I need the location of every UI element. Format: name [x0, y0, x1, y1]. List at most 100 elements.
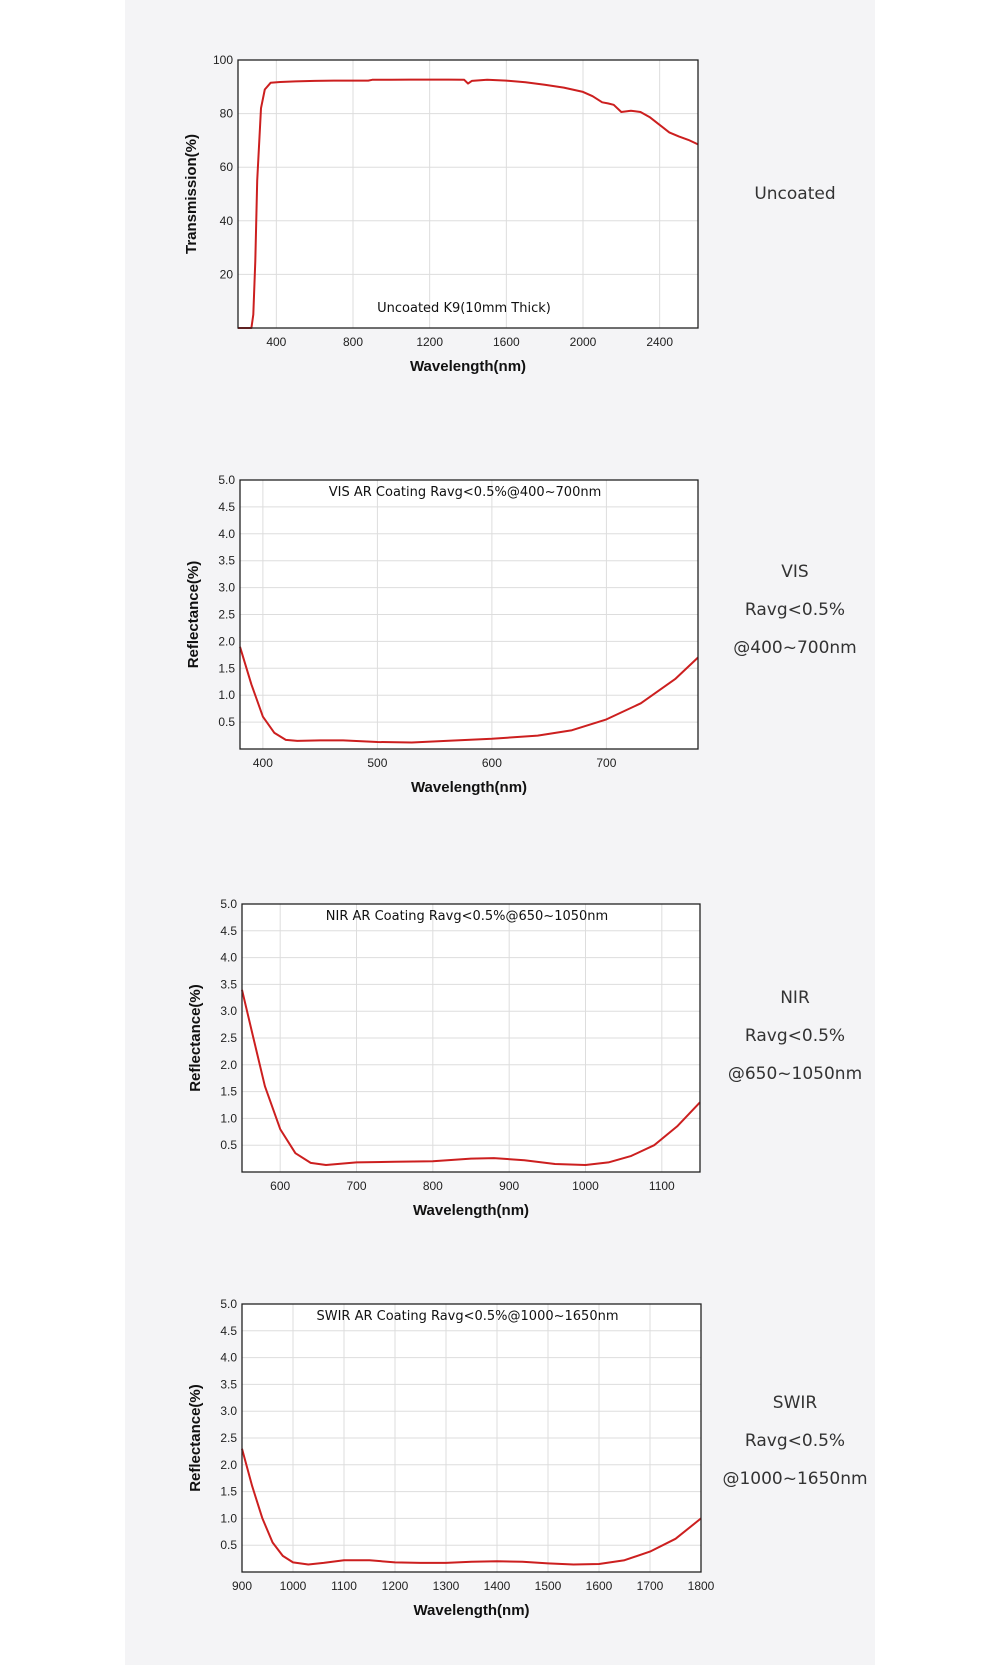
series-line	[239, 646, 699, 744]
x-tick-label: 1700	[637, 1579, 664, 1593]
y-tick-label: 2.5	[220, 1031, 237, 1045]
y-tick-label: 3.0	[220, 1004, 237, 1018]
y-tick-label: 2.0	[220, 1058, 237, 1072]
x-tick-label: 900	[232, 1579, 252, 1593]
y-tick-label: 1.5	[220, 1485, 237, 1499]
x-tick-label: 900	[499, 1179, 519, 1193]
y-tick-label: 5.0	[218, 473, 235, 487]
x-tick-label: 1100	[331, 1579, 357, 1593]
x-tick-label: 1500	[535, 1579, 562, 1593]
y-tick-label: 3.5	[220, 977, 237, 991]
y-tick-label: 4.0	[218, 527, 235, 541]
x-tick-label: 1200	[416, 335, 443, 349]
x-axis-title: Wavelength(nm)	[411, 779, 527, 796]
y-tick-label: 1.0	[220, 1511, 237, 1525]
x-tick-label: 1200	[382, 1579, 409, 1593]
y-tick-label: 4.5	[220, 1324, 237, 1338]
x-tick-label: 1300	[433, 1579, 460, 1593]
side-label-line: Ravg<0.5%	[744, 600, 846, 620]
x-tick-label: 800	[423, 1179, 443, 1193]
y-tick-label: 2.5	[218, 608, 235, 622]
y-tick-label: 5.0	[220, 1297, 237, 1311]
plot-frame	[241, 1303, 702, 1573]
y-tick-label: 4.0	[220, 951, 237, 965]
x-tick-label: 500	[367, 756, 387, 770]
y-tick-label: 4.5	[218, 500, 235, 514]
plot-area	[238, 60, 698, 328]
nir-reflectance-chart: 600 700 800 900 1000 1100 0.5 1.0 1.5 2.0 2.5 3.0 3.…	[187, 897, 701, 1219]
chart-title: VIS AR Coating Ravg<0.5%@400~700nm	[329, 485, 602, 500]
y-tick-label: 0.5	[220, 1138, 237, 1152]
side-label-line: @650~1050nm	[727, 1064, 863, 1084]
y-tick-label: 3.0	[218, 581, 235, 595]
vis-side-label: VIS Ravg<0.5% @400~700nm	[700, 553, 890, 667]
uncoated-side-label: Uncoated	[700, 175, 890, 213]
x-tick-label: 1000	[280, 1579, 307, 1593]
chart-title: SWIR AR Coating Ravg<0.5%@1000~1650nm	[316, 1309, 618, 1324]
chart-title: NIR AR Coating Ravg<0.5%@650~1050nm	[326, 909, 608, 924]
side-label-line: @1000~1650nm	[722, 1469, 868, 1489]
x-tick-label: 1800	[688, 1579, 715, 1593]
side-label-line: Ravg<0.5%	[744, 1026, 846, 1046]
x-tick-label: 2000	[570, 335, 597, 349]
x-tick-label: 800	[343, 335, 363, 349]
y-tick-label: 4.0	[220, 1351, 237, 1365]
x-tick-label: 2400	[646, 335, 673, 349]
nir-side-label: NIR Ravg<0.5% @650~1050nm	[700, 979, 890, 1093]
series-line	[241, 1448, 702, 1566]
x-tick-label: 400	[253, 756, 273, 770]
x-axis-title: Wavelength(nm)	[413, 1602, 529, 1619]
side-label-line: Ravg<0.5%	[744, 1431, 846, 1451]
series-line	[238, 78, 699, 329]
side-label-line: SWIR	[772, 1393, 818, 1413]
y-tick-label: 0.5	[220, 1538, 237, 1552]
x-tick-label: 1100	[649, 1179, 675, 1193]
swir-reflectance-chart: 900 1000 1100 1200 1300 1400 1500 1600 1700 1800 0…	[187, 1297, 715, 1619]
side-label-line: Uncoated	[754, 184, 836, 204]
y-tick-label: 80	[220, 107, 234, 121]
y-tick-label: 3.0	[220, 1404, 237, 1418]
y-tick-label: 60	[220, 160, 234, 174]
y-tick-label: 2.5	[220, 1431, 237, 1445]
y-tick-label: 1.5	[220, 1085, 237, 1099]
y-axis-title: Reflectance(%)	[187, 984, 204, 1092]
y-axis-title: Transmission(%)	[183, 134, 200, 254]
side-label-line: VIS	[781, 562, 809, 582]
y-tick-label: 4.5	[220, 924, 237, 938]
y-tick-label: 100	[213, 53, 233, 67]
x-tick-label: 1600	[586, 1579, 613, 1593]
y-tick-label: 5.0	[220, 897, 237, 911]
y-tick-label: 2.0	[218, 634, 235, 648]
vis-reflectance-chart: 400 500 600 700 0.5 1.0 1.5 2.0 2.5 3.0 3.5 4.0 4.5 5…	[185, 473, 699, 796]
x-axis-title: Wavelength(nm)	[410, 358, 526, 375]
side-label-line: @400~700nm	[733, 638, 857, 658]
y-tick-label: 3.5	[220, 1377, 237, 1391]
plot-frame	[239, 479, 699, 750]
y-tick-label: 0.5	[218, 715, 235, 729]
x-tick-label: 400	[266, 335, 286, 349]
y-tick-label: 1.0	[218, 688, 235, 702]
x-tick-label: 700	[596, 756, 616, 770]
y-axis-title: Reflectance(%)	[187, 1384, 204, 1492]
x-tick-label: 600	[482, 756, 502, 770]
y-tick-label: 2.0	[220, 1458, 237, 1472]
x-tick-label: 1400	[484, 1579, 511, 1593]
x-tick-label: 1600	[493, 335, 520, 349]
x-axis-title: Wavelength(nm)	[413, 1202, 529, 1219]
x-tick-label: 600	[270, 1179, 290, 1193]
plot-frame	[241, 903, 701, 1173]
y-tick-label: 20	[220, 267, 234, 281]
y-tick-label: 40	[220, 214, 234, 228]
x-tick-label: 700	[346, 1179, 366, 1193]
y-tick-label: 3.5	[218, 554, 235, 568]
series-line	[241, 989, 701, 1166]
side-label-line: NIR	[780, 988, 810, 1008]
x-tick-label: 1000	[572, 1179, 599, 1193]
chart-title: Uncoated K9(10mm Thick)	[377, 301, 551, 316]
y-axis-title: Reflectance(%)	[185, 561, 202, 669]
plot-frame	[237, 59, 699, 329]
swir-side-label: SWIR Ravg<0.5% @1000~1650nm	[700, 1384, 890, 1498]
y-tick-label: 1.0	[220, 1111, 237, 1125]
uncoated-transmission-chart: 400 800 1200 1600 2000 2400 20 40 60 80 100 Wavelen…	[183, 53, 699, 375]
y-tick-label: 1.5	[218, 661, 235, 675]
